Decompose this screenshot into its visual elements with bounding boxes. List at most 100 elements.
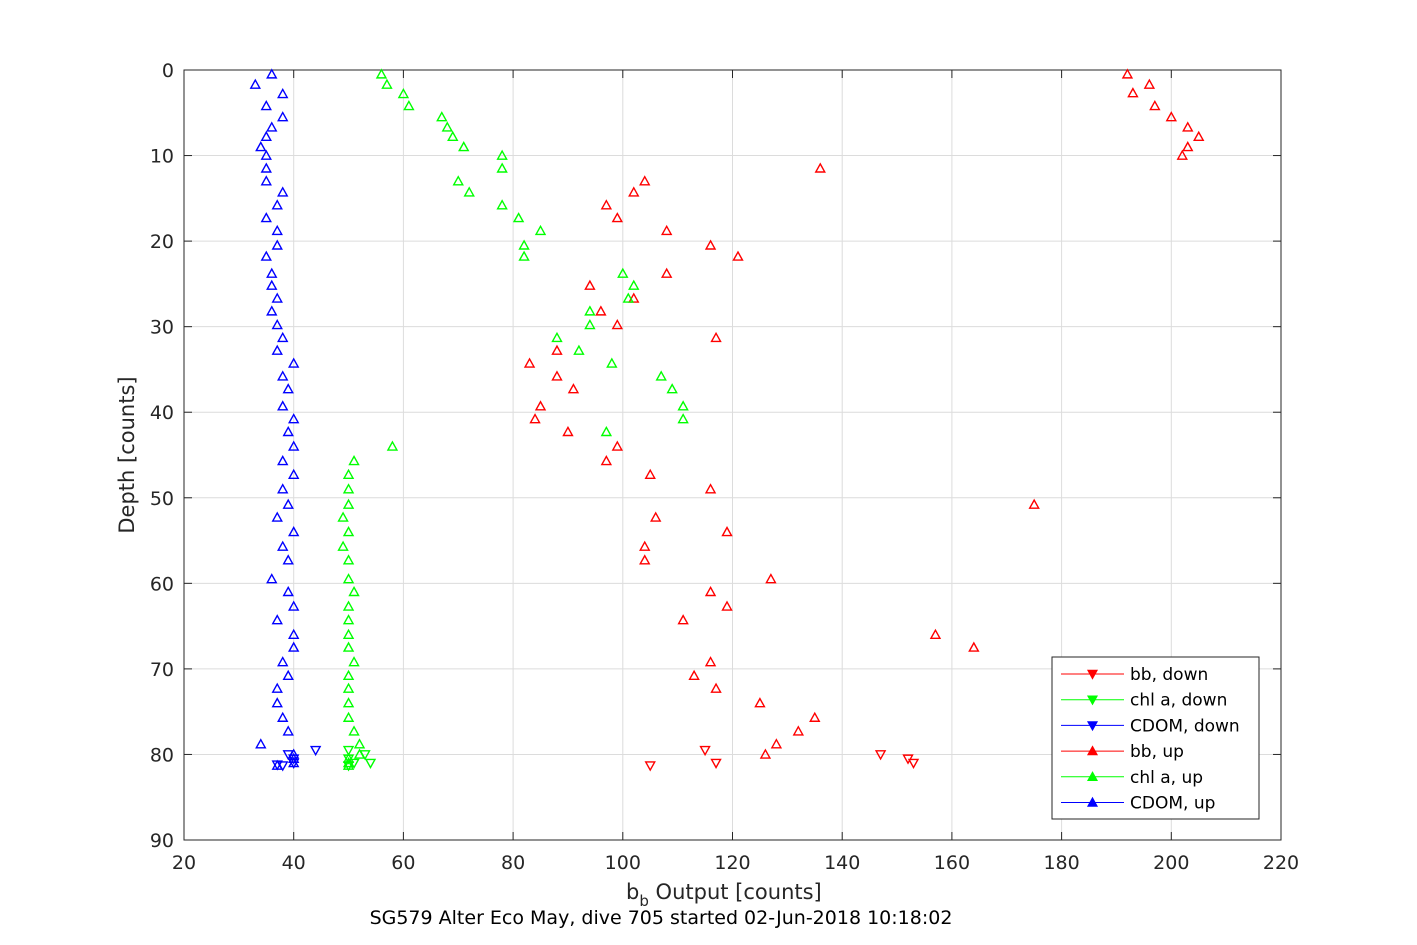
data-point [655, 370, 667, 381]
data-point [600, 455, 613, 466]
data-point [277, 711, 289, 722]
data-point [342, 498, 355, 509]
data-point [277, 186, 289, 197]
data-point [403, 99, 415, 111]
data-point [342, 697, 355, 708]
data-point [342, 669, 355, 681]
y-axis-label: Depth [counts] [115, 376, 139, 533]
data-point [463, 186, 475, 197]
data-point [277, 88, 289, 99]
y-tick-label: 60 [150, 573, 174, 595]
data-point [342, 554, 355, 565]
data-point [611, 440, 624, 451]
data-point [353, 738, 366, 749]
data-point [534, 400, 547, 411]
data-point [529, 413, 541, 424]
legend-marker [1086, 745, 1099, 756]
data-point [386, 440, 399, 451]
data-point [271, 511, 283, 522]
data-point [271, 697, 283, 708]
x-tick-label: 180 [1043, 852, 1079, 874]
x-tick-label: 60 [391, 852, 415, 874]
x-tick-label: 40 [282, 852, 306, 874]
legend-entry: CDOM, up [1061, 794, 1215, 814]
data-point [271, 239, 283, 250]
data-point [447, 130, 459, 142]
data-point [348, 455, 360, 466]
legend-box [1051, 656, 1260, 820]
data-point [551, 331, 563, 343]
data-point [721, 600, 733, 611]
x-axis-label: bb Output [counts] [626, 880, 822, 910]
data-point [342, 468, 355, 479]
data-point [375, 68, 388, 79]
data-point [266, 68, 278, 79]
ticks: 20 40 60 80 100 120 140 160 180 200 220 0 10 20 30 40 50… [150, 60, 1299, 874]
data-point [666, 383, 678, 394]
data-point [606, 357, 618, 368]
legend-entry: CDOM, down [1061, 716, 1240, 736]
data-point [266, 279, 278, 290]
data-point [342, 628, 355, 639]
data-point [600, 425, 613, 437]
data-point [523, 357, 536, 368]
data-point [622, 292, 634, 303]
data-point [277, 331, 289, 343]
series-3 [523, 68, 1205, 759]
x-tick-label: 100 [605, 852, 641, 874]
data-point [271, 614, 283, 625]
data-point [704, 483, 717, 494]
data-point [266, 573, 278, 584]
data-point [266, 305, 278, 316]
data-point [458, 141, 470, 152]
legend-label: CDOM, down [1130, 716, 1240, 736]
data-point [282, 554, 294, 565]
x-axis-label-main: b [626, 880, 639, 904]
data-point [551, 370, 563, 381]
x-tick-label: 140 [824, 852, 860, 874]
data-point [660, 267, 673, 278]
y-tick-label: 50 [150, 488, 174, 510]
legend-entry: chl a, down [1061, 691, 1227, 711]
legend: bb, down chl a, down CDOM, down bb, up chl a… [1051, 656, 1260, 820]
data-point [288, 641, 300, 652]
legend-entry: bb, up [1061, 742, 1184, 762]
data-point [512, 212, 525, 223]
data-point [309, 745, 322, 757]
data-point [628, 279, 640, 290]
data-point [1121, 68, 1134, 79]
series-layer [249, 68, 1205, 772]
data-point [1143, 78, 1156, 89]
data-point [288, 413, 300, 424]
series-0 [644, 745, 920, 772]
data-point [770, 738, 783, 749]
data-point [282, 669, 294, 681]
legend-label: bb, up [1130, 742, 1184, 762]
y-tick-label: 90 [150, 830, 174, 852]
legend-label: CDOM, up [1130, 794, 1215, 814]
data-point [288, 357, 300, 368]
legend-marker [1086, 695, 1099, 706]
data-point [342, 641, 355, 652]
legend-marker [1086, 721, 1099, 732]
data-point [337, 540, 349, 551]
data-point [271, 759, 283, 770]
x-tick-label: 80 [501, 852, 525, 874]
data-point [342, 682, 355, 693]
data-point [874, 750, 887, 761]
data-point [611, 212, 624, 223]
data-point [677, 413, 689, 424]
x-tick-label: 160 [934, 852, 970, 874]
y-tick-label: 30 [150, 317, 174, 339]
data-point [704, 656, 717, 667]
data-point [353, 748, 366, 759]
data-point [1028, 498, 1040, 509]
data-point [814, 162, 826, 173]
data-point [567, 383, 580, 394]
data-point [277, 455, 289, 466]
data-point [710, 331, 722, 343]
data-point [644, 761, 656, 772]
data-point [337, 511, 349, 522]
legend-label: chl a, up [1130, 768, 1203, 788]
data-point [277, 656, 289, 667]
